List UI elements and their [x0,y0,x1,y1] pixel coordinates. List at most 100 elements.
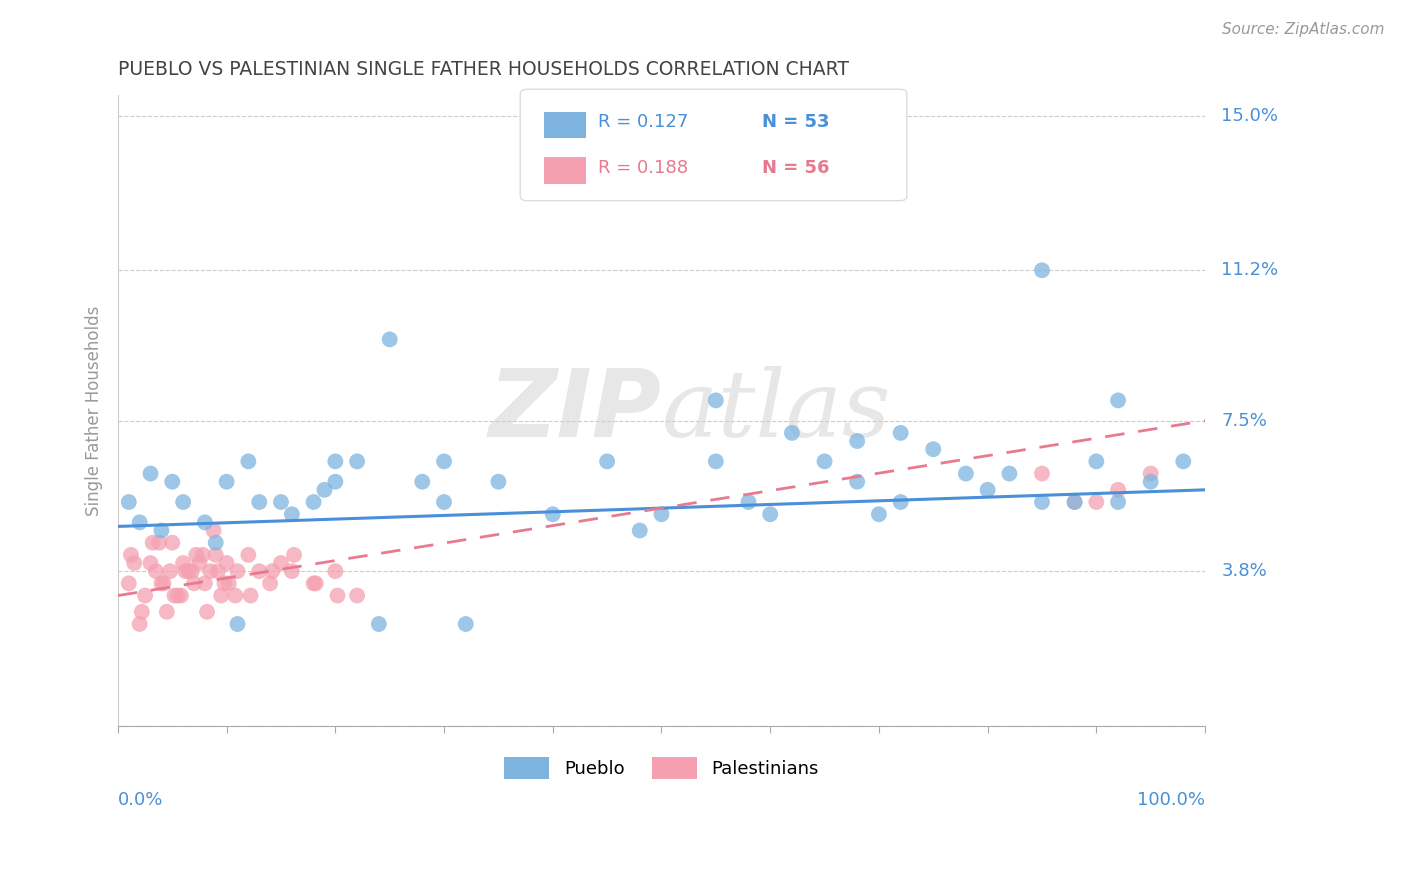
Point [202,524,225,538]
Point [325,564,347,578]
Text: atlas: atlas [661,366,891,456]
Point [270,495,292,509]
Point [325,475,347,489]
Point [215,556,238,570]
Point [145,564,167,578]
Point [247,564,270,578]
Point [1139,475,1161,489]
Point [1031,467,1053,481]
Point [238,548,260,562]
Point [128,516,150,530]
Point [195,605,218,619]
Point [704,454,727,468]
Point [650,507,672,521]
Point [150,576,173,591]
Point [238,454,260,468]
Point [174,564,197,578]
Point [159,564,181,578]
Point [186,548,208,562]
Point [247,495,270,509]
Point [411,475,433,489]
Point [704,393,727,408]
Point [270,556,292,570]
Point [194,576,217,591]
Point [214,576,236,591]
Point [1031,263,1053,277]
Text: N = 56: N = 56 [762,159,830,177]
Point [148,535,170,549]
Point [170,589,193,603]
Point [200,564,222,578]
Point [177,564,200,578]
Point [1085,454,1108,468]
Point [1139,467,1161,481]
Point [1173,454,1195,468]
Point [1085,495,1108,509]
Point [813,454,835,468]
Point [302,576,325,591]
Point [188,556,211,570]
Point [433,454,456,468]
Point [846,434,869,448]
Point [259,576,281,591]
Point [759,507,782,521]
Point [156,605,179,619]
Point [1063,495,1085,509]
Point [486,475,509,489]
Point [162,535,184,549]
Point [596,454,619,468]
Point [281,564,304,578]
Point [191,548,214,562]
Point [976,483,998,497]
Point [305,576,328,591]
Point [433,495,456,509]
Point [134,589,156,603]
Point [890,425,912,440]
Legend: Pueblo, Palestinians: Pueblo, Palestinians [498,749,825,786]
Text: PUEBLO VS PALESTINIAN SINGLE FATHER HOUSEHOLDS CORRELATION CHART: PUEBLO VS PALESTINIAN SINGLE FATHER HOUS… [118,60,849,78]
Point [139,467,162,481]
Point [204,548,226,562]
Point [142,535,165,549]
Point [139,556,162,570]
Point [226,564,249,578]
Text: 15.0%: 15.0% [1222,107,1278,125]
Point [281,507,304,521]
Point [283,548,305,562]
Text: 7.5%: 7.5% [1222,412,1267,430]
Point [346,454,368,468]
Point [868,507,890,521]
Point [118,576,141,591]
Point [118,495,141,509]
Point [172,495,194,509]
Point [163,589,186,603]
Point [454,617,477,632]
Text: 11.2%: 11.2% [1222,261,1278,279]
Point [209,589,232,603]
Point [346,589,368,603]
Text: R = 0.127: R = 0.127 [598,113,688,131]
Point [1107,393,1129,408]
Point [122,556,145,570]
Point [922,442,945,457]
Point [166,589,188,603]
Text: ZIP: ZIP [489,365,661,457]
Text: 3.8%: 3.8% [1222,562,1267,580]
Point [239,589,262,603]
Point [1107,495,1129,509]
Point [890,495,912,509]
Text: 100.0%: 100.0% [1137,790,1205,809]
Point [1063,495,1085,509]
Point [737,495,759,509]
Point [378,332,401,346]
Text: N = 53: N = 53 [762,113,830,131]
Point [367,617,389,632]
Point [180,564,202,578]
Point [1031,495,1053,509]
Point [215,475,238,489]
Point [204,535,226,549]
Text: Source: ZipAtlas.com: Source: ZipAtlas.com [1222,22,1385,37]
Text: R = 0.188: R = 0.188 [598,159,688,177]
Point [226,617,249,632]
Point [541,507,564,521]
